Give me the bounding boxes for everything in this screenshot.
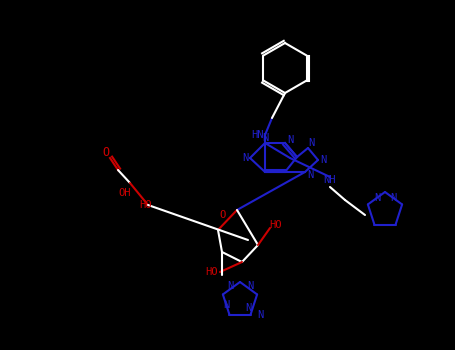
Text: HO: HO <box>139 200 151 210</box>
Text: N: N <box>374 193 380 203</box>
Text: N: N <box>245 303 251 313</box>
Text: O: O <box>102 146 110 159</box>
Text: N: N <box>257 310 263 320</box>
Text: HN: HN <box>251 130 263 140</box>
Text: N: N <box>242 153 248 163</box>
Text: N: N <box>320 155 326 165</box>
Text: N: N <box>247 281 253 291</box>
Text: N: N <box>227 281 233 291</box>
Text: OH: OH <box>119 188 131 198</box>
Text: N: N <box>307 170 313 180</box>
Text: N: N <box>287 135 293 145</box>
Text: N: N <box>223 300 229 310</box>
Text: HO: HO <box>206 267 218 277</box>
Text: N: N <box>390 193 396 203</box>
Text: HO: HO <box>269 220 281 230</box>
Text: O: O <box>219 210 225 220</box>
Text: N: N <box>262 133 268 143</box>
Text: NH: NH <box>324 175 336 185</box>
Text: N: N <box>308 138 314 148</box>
